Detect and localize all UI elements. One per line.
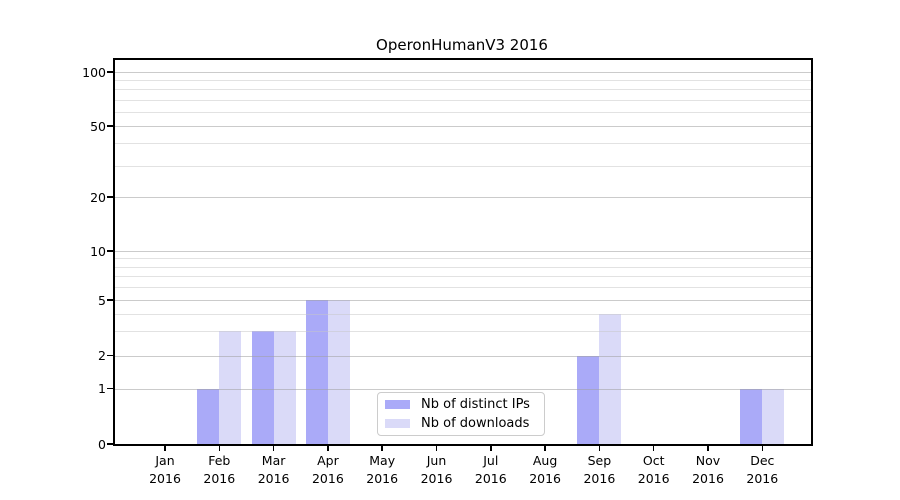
bar-downloads-sep <box>599 313 622 444</box>
major-gridline <box>115 72 811 73</box>
minor-gridline <box>115 99 811 101</box>
y-tick-label: 5 <box>98 292 106 308</box>
y-tick-label: 2 <box>98 348 106 364</box>
bar-distinct-ips-apr <box>305 300 328 444</box>
bar-downloads-mar <box>273 331 296 444</box>
minor-gridline <box>115 266 811 268</box>
minor-gridline <box>115 276 811 278</box>
minor-gridline <box>115 331 811 333</box>
x-tick-label-jan: Jan 2016 <box>149 453 181 486</box>
x-tick-label-feb: Feb 2016 <box>203 453 236 486</box>
x-tick-mark <box>707 446 709 451</box>
x-tick-label-mar: Mar 2016 <box>257 453 290 486</box>
minor-gridline <box>115 313 811 315</box>
major-gridline <box>115 355 811 357</box>
x-tick-mark <box>761 446 764 451</box>
bar-downloads-apr <box>327 300 350 444</box>
y-tick-mark <box>107 71 113 73</box>
minor-gridline <box>115 258 811 260</box>
major-gridline <box>115 251 811 252</box>
chart-title: OperonHumanV3 2016 <box>376 36 548 54</box>
y-tick-label: 50 <box>90 118 106 134</box>
bar-distinct-ips-sep <box>577 355 600 444</box>
y-tick-mark <box>107 299 113 301</box>
x-tick-label-jul: Jul 2016 <box>474 453 507 486</box>
bar-distinct-ips-dec <box>740 388 763 444</box>
minor-gridline <box>115 287 811 289</box>
downloads-swatch <box>385 419 410 428</box>
legend-label-distinct-ips: Nb of distinct IPs <box>421 396 530 412</box>
legend-label-downloads: Nb of downloads <box>421 415 530 431</box>
x-tick-mark <box>435 446 438 451</box>
y-tick-mark <box>107 387 113 390</box>
x-tick-label-jun: Jun 2016 <box>420 453 453 486</box>
y-tick-mark <box>107 250 113 252</box>
minor-gridline <box>115 143 811 145</box>
y-tick-label: 100 <box>82 64 106 80</box>
legend-item-distinct-ips: Nb of distinct IPs <box>385 396 536 412</box>
y-tick-label: 0 <box>98 436 106 452</box>
major-gridline <box>115 197 811 198</box>
x-tick-mark <box>272 446 275 451</box>
y-tick-mark <box>107 443 113 445</box>
y-tick-label: 10 <box>90 243 106 259</box>
bar-downloads-dec <box>762 388 785 444</box>
x-tick-mark <box>490 446 492 451</box>
y-tick-label: 1 <box>98 381 106 397</box>
y-tick-mark <box>107 196 113 198</box>
minor-gridline <box>115 111 811 113</box>
y-tick-label: 20 <box>90 189 106 205</box>
distinct-ips-swatch <box>385 400 410 409</box>
x-tick-label-nov: Nov 2016 <box>692 453 724 486</box>
x-tick-label-sep: Sep 2016 <box>583 453 616 486</box>
major-gridline <box>115 388 811 390</box>
x-tick-mark <box>327 446 329 451</box>
major-gridline <box>115 126 811 127</box>
legend-item-downloads: Nb of downloads <box>385 415 536 431</box>
legend: Nb of distinct IPs Nb of downloads <box>377 392 545 436</box>
x-tick-label-dec: Dec 2016 <box>746 453 779 486</box>
bar-distinct-ips-mar <box>251 331 274 444</box>
minor-gridline <box>115 165 811 167</box>
x-tick-mark <box>381 446 383 451</box>
x-tick-label-may: May 2016 <box>366 453 399 486</box>
minor-gridline <box>115 89 811 91</box>
x-tick-mark <box>652 446 655 451</box>
x-tick-label-apr: Apr 2016 <box>311 453 344 486</box>
bar-distinct-ips-feb <box>197 388 220 444</box>
x-tick-mark <box>218 446 221 451</box>
y-tick-mark <box>107 125 113 127</box>
x-tick-label-oct: Oct 2016 <box>637 453 670 486</box>
major-gridline <box>115 300 811 301</box>
x-tick-mark <box>544 446 546 451</box>
bar-downloads-feb <box>219 331 242 444</box>
x-tick-mark <box>164 446 166 451</box>
minor-gridline <box>115 80 811 82</box>
x-tick-label-aug: Aug 2016 <box>529 453 561 486</box>
x-tick-mark <box>598 446 601 451</box>
y-tick-mark <box>107 354 113 357</box>
